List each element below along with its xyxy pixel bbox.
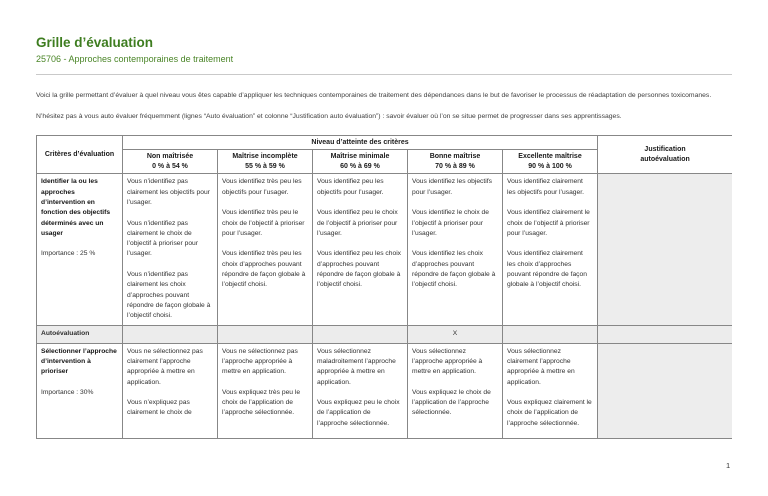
autoeval-justification-cell	[597, 325, 732, 344]
level-range: 90 % à 100 %	[528, 162, 572, 170]
justification-cell	[597, 173, 732, 327]
criterion-importance: Importance : 30%	[41, 388, 94, 396]
page-number: 1	[726, 461, 731, 470]
criteria-header: Critères d’évaluation	[36, 135, 123, 175]
intro-paragraph-2: N’hésitez pas à vous auto évaluer fréque…	[36, 113, 622, 120]
level-label: Non maîtrisée	[146, 153, 194, 161]
level-cell: Vous sélectionnez l’approche appropriée …	[407, 342, 503, 439]
autoeval-row: Autoévaluation X	[36, 325, 732, 344]
autoeval-mark	[217, 325, 313, 344]
autoeval-mark	[122, 325, 218, 344]
level-header-4: Bonne maîtrise 70 % à 89 %	[407, 149, 503, 175]
level-cell: Vous sélectionnez clairement l’approche …	[501, 342, 599, 439]
justification-cell	[597, 342, 732, 439]
level-label: Bonne maîtrise	[429, 153, 481, 161]
divider	[36, 74, 732, 75]
autoeval-mark	[501, 325, 599, 344]
level-cell: Vous n’identifiez pas clairement les obj…	[122, 173, 218, 327]
criterion-cell: Identifier la ou les approches d’interve…	[36, 173, 123, 327]
header-row-levels: Non maîtrisée 0 % à 54 % Maîtrise incomp…	[37, 149, 733, 175]
criterion-row-1: Identifier la ou les approches d’interve…	[36, 173, 732, 327]
autoeval-label: Autoévaluation	[36, 325, 123, 344]
criterion-importance: Importance : 25 %	[41, 250, 96, 258]
levels-header: Niveau d’atteinte des critères	[121, 135, 599, 151]
header-row-top: Critères d’évaluation Niveau d’atteinte …	[36, 135, 732, 175]
criterion-title: Sélectionner l’approche d’intervention à…	[41, 347, 117, 376]
rubric-table: Critères d’évaluation Niveau d’atteinte …	[36, 135, 732, 439]
criterion-row-2: Sélectionner l’approche d’intervention à…	[36, 342, 732, 439]
justification-header: Justification autoévaluation	[597, 135, 732, 175]
level-range: 60 % à 69 %	[340, 162, 380, 170]
level-label: Maîtrise incomplète	[232, 153, 298, 161]
level-label: Excellente maîtrise	[518, 153, 582, 161]
level-cell: Vous identifiez très peu les objectifs p…	[217, 173, 313, 327]
level-label: Maîtrise minimale	[330, 153, 390, 161]
level-range: 55 % à 59 %	[245, 162, 285, 170]
level-cell: Vous ne sélectionnez pas l’approche appr…	[217, 342, 313, 439]
level-header-1: Non maîtrisée 0 % à 54 %	[122, 149, 218, 175]
level-range: 0 % à 54 %	[152, 162, 188, 170]
level-range: 70 % à 89 %	[435, 162, 475, 170]
level-cell: Vous sélectionnez maladroitement l’appro…	[312, 342, 408, 439]
level-cell: Vous identifiez clairement les objectifs…	[501, 173, 599, 327]
level-cell: Vous identifiez peu les objectifs pour l…	[312, 173, 408, 327]
autoeval-mark: X	[407, 325, 503, 344]
level-header-2: Maîtrise incomplète 55 % à 59 %	[217, 149, 313, 175]
rubric-table-container: Critères d’évaluation Niveau d’atteinte …	[36, 135, 732, 444]
page-title: Grille d’évaluation	[36, 35, 154, 50]
level-cell: Vous identifiez les objectifs pour l’usa…	[407, 173, 503, 327]
level-cell: Vous ne sélectionnez pas clairement l’ap…	[122, 342, 218, 439]
autoeval-mark	[312, 325, 408, 344]
intro-paragraph-1: Voici la grille permettant d’évaluer à q…	[36, 92, 712, 99]
criterion-title: Identifier la ou les approches d’interve…	[41, 178, 111, 237]
criterion-cell: Sélectionner l’approche d’intervention à…	[36, 342, 123, 439]
course-subtitle: 25706 - Approches contemporaines de trai…	[36, 54, 234, 64]
page-content: Grille d’évaluation 25706 - Approches co…	[36, 0, 732, 444]
level-header-5: Excellente maîtrise 90 % à 100 %	[501, 149, 599, 175]
level-header-3: Maîtrise minimale 60 % à 69 %	[312, 149, 408, 175]
